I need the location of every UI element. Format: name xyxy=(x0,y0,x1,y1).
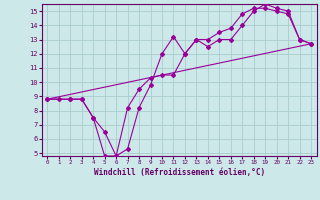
X-axis label: Windchill (Refroidissement éolien,°C): Windchill (Refroidissement éolien,°C) xyxy=(94,168,265,177)
